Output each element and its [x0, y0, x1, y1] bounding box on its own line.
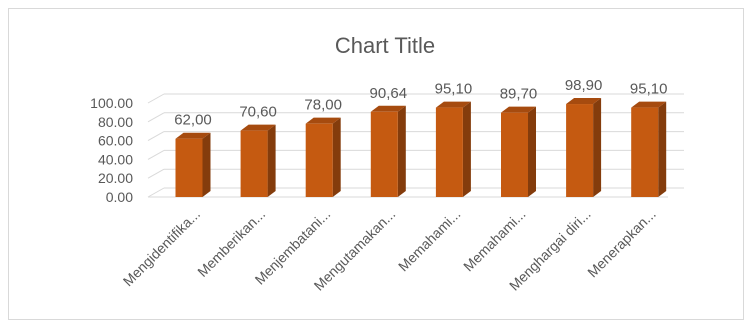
x-tick-label: Memahami...: [395, 206, 464, 275]
bar-side: [202, 132, 211, 197]
bar-side: [658, 101, 667, 197]
gridlines: [147, 93, 684, 198]
bar: [501, 106, 536, 197]
y-tick-label: 40.00: [98, 151, 133, 167]
bar: [175, 132, 211, 197]
data-labels: 62,00 70,60 78,00 90,64 95,10 89,70 98,90 95,10: [174, 77, 667, 129]
y-tick-label: 20.00: [98, 170, 133, 186]
data-label: 89,70: [500, 86, 538, 103]
bar: [370, 105, 406, 197]
bar-side: [528, 106, 536, 197]
y-tick-label: 0.00: [106, 189, 133, 205]
gridline-diagonal: [147, 112, 165, 123]
x-axis-tick-labels: Mengidentifika...Memberikan...Menjembata…: [120, 206, 659, 294]
gridline-diagonal: [147, 168, 165, 179]
bar-top: [501, 106, 536, 113]
bar-front: [435, 107, 463, 197]
bar-top: [175, 132, 211, 139]
bar-top: [631, 101, 667, 108]
bar-top: [305, 117, 341, 124]
bar-front: [305, 123, 333, 197]
bar-side: [397, 105, 406, 197]
chart-title: Chart Title: [335, 33, 435, 58]
y-tick-label: 100.00: [90, 95, 133, 111]
gridline-diagonal: [147, 149, 165, 160]
bar-front: [370, 111, 398, 197]
bar-front: [631, 107, 659, 197]
bar-side: [593, 98, 602, 197]
bar: [435, 101, 471, 197]
data-label: 98,90: [565, 77, 603, 94]
data-label: 95,10: [630, 81, 668, 98]
x-tick-label: Menerapkan...: [584, 206, 659, 281]
bar: [240, 124, 276, 197]
bar-top: [566, 98, 602, 105]
data-label: 62,00: [174, 112, 212, 129]
data-label: 95,10: [435, 81, 473, 98]
bar-front: [175, 138, 203, 197]
bar: [631, 101, 667, 197]
y-tick-label: 80.00: [98, 114, 133, 130]
x-tick-label: Mengidentifika...: [120, 206, 203, 289]
bar-side: [332, 117, 341, 197]
data-label: 70,60: [239, 104, 277, 121]
x-tick-label: Memahami...: [460, 206, 529, 275]
bar-front: [501, 112, 528, 197]
bar-side: [462, 101, 471, 197]
bar-top: [435, 101, 471, 108]
gridline-diagonal: [147, 131, 165, 142]
bar-top: [370, 105, 406, 112]
gridline-diagonal: [147, 93, 165, 104]
bar-side: [267, 124, 276, 197]
bars: [175, 98, 667, 197]
bar-top: [240, 124, 276, 131]
bar: [566, 98, 602, 197]
y-tick-label: 60.00: [98, 133, 133, 149]
data-label: 90,64: [370, 85, 408, 102]
bar-front: [566, 104, 594, 197]
y-axis-tick-labels: 0.00 20.00 40.00 60.00 80.00 100.00: [90, 95, 133, 205]
bar-front: [240, 130, 268, 197]
x-tick-label: Memberikan...: [194, 206, 268, 280]
data-label: 78,00: [304, 97, 342, 114]
gridline-diagonal: [147, 187, 165, 198]
bar: [305, 117, 341, 197]
